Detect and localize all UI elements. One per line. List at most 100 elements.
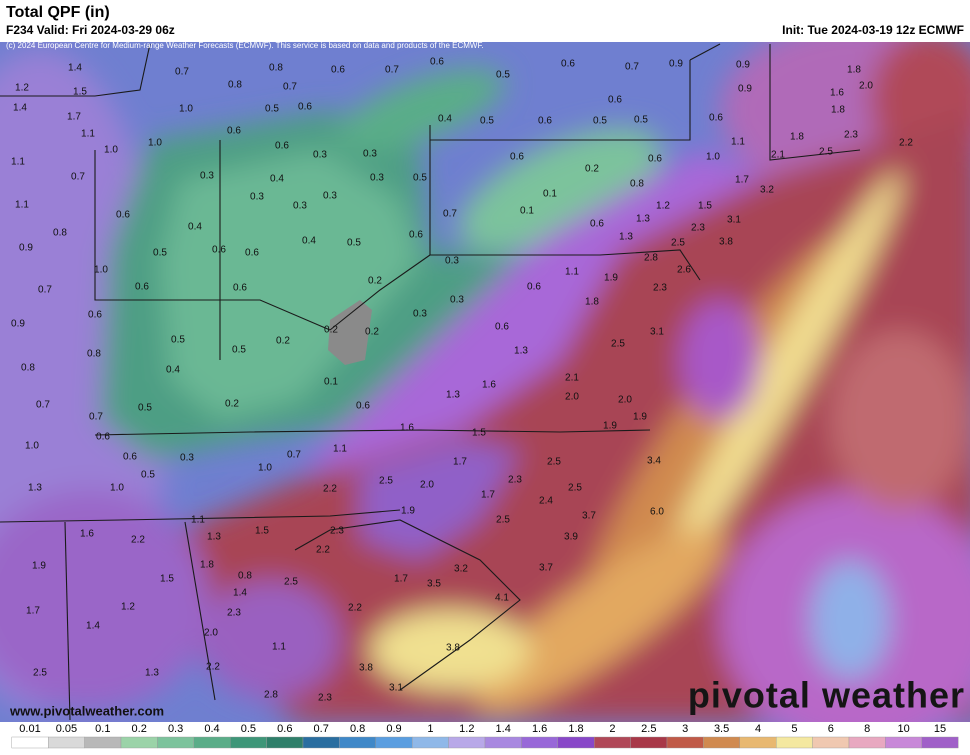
value-label: 1.7 [26, 606, 40, 617]
value-label: 0.3 [313, 150, 327, 161]
value-label: 2.5 [547, 457, 561, 468]
value-label: 1.1 [81, 129, 95, 140]
value-label: 0.7 [443, 209, 457, 220]
value-label: 2.5 [496, 515, 510, 526]
value-label: 0.9 [11, 319, 25, 330]
colorbar-tick-label: 10 [897, 723, 909, 735]
value-label: 1.8 [585, 297, 599, 308]
value-label: 0.5 [480, 116, 494, 127]
valid-time: F234 Valid: Fri 2024-03-29 06z [6, 23, 175, 37]
value-label: 2.5 [284, 577, 298, 588]
value-label: 3.2 [760, 185, 774, 196]
value-label: 1.7 [394, 574, 408, 585]
value-label: 1.1 [11, 157, 25, 168]
value-label: 2.4 [539, 496, 553, 507]
value-label: 0.5 [634, 115, 648, 126]
value-label: 0.6 [88, 310, 102, 321]
value-label: 0.3 [180, 453, 194, 464]
value-label: 6.0 [650, 507, 664, 518]
value-label: 0.8 [87, 349, 101, 360]
value-label: 1.2 [15, 83, 29, 94]
color-cell [48, 736, 85, 749]
value-label: 1.9 [32, 561, 46, 572]
color-cell [84, 736, 122, 749]
value-label: 0.6 [135, 282, 149, 293]
value-label: 0.5 [153, 248, 167, 259]
value-label: 0.7 [175, 67, 189, 78]
value-label: 0.2 [324, 325, 338, 336]
value-label: 2.2 [131, 535, 145, 546]
value-label: 0.1 [324, 377, 338, 388]
value-label: 0.7 [287, 450, 301, 461]
value-label: 1.4 [86, 621, 100, 632]
colorbar-tick-label: 8 [864, 723, 870, 735]
value-label: 2.3 [691, 223, 705, 234]
value-label: 2.3 [508, 475, 522, 486]
value-label: 1.0 [258, 463, 272, 474]
value-label: 1.4 [233, 588, 247, 599]
value-label: 2.2 [316, 545, 330, 556]
color-cell [848, 736, 886, 749]
value-label: 3.1 [650, 327, 664, 338]
value-label: 3.1 [389, 683, 403, 694]
value-label: 0.3 [293, 201, 307, 212]
value-label: 1.0 [179, 104, 193, 115]
value-label: 0.6 [275, 141, 289, 152]
value-label: 1.0 [25, 441, 39, 452]
value-label: 0.3 [413, 309, 427, 320]
color-cell [229, 736, 267, 749]
colorbar-tick-label: 0.7 [314, 723, 329, 735]
value-label: 1.1 [333, 444, 347, 455]
value-label: 2.1 [565, 373, 579, 384]
value-label: 0.6 [96, 432, 110, 443]
colorbar-tick-label: 2 [609, 723, 615, 735]
value-label: 1.3 [619, 232, 633, 243]
value-label: 2.2 [206, 662, 220, 673]
value-label: 0.6 [538, 116, 552, 127]
value-label: 2.2 [323, 484, 337, 495]
map: 1.4 1.2 1.5 0.7 0.8 0.6 0.7 0.6 0.5 0.6 0.7 0.9 0.9 1… [0, 42, 970, 722]
color-cell [339, 736, 376, 749]
color-cell [11, 736, 49, 749]
value-label: 0.6 [409, 230, 423, 241]
value-label: 2.2 [899, 138, 913, 149]
value-label: 1.9 [603, 421, 617, 432]
value-label: 0.4 [270, 174, 284, 185]
value-label: 1.7 [453, 457, 467, 468]
color-cell [703, 736, 741, 749]
value-label: 0.9 [736, 60, 750, 71]
colorbar-tick-label: 1.4 [496, 723, 511, 735]
colorbar-tick-label: 0.6 [277, 723, 292, 735]
color-cell [448, 736, 486, 749]
color-cell [193, 736, 231, 749]
value-label: 3.7 [582, 511, 596, 522]
colorbar-tick-label: 6 [828, 723, 834, 735]
value-label: 0.8 [630, 179, 644, 190]
value-label: 0.6 [430, 57, 444, 68]
value-label: 0.2 [365, 327, 379, 338]
value-label: 0.3 [250, 192, 264, 203]
colorbar-tick-label: 0.4 [204, 723, 219, 735]
value-label: 0.2 [585, 164, 599, 175]
value-label: 1.2 [121, 602, 135, 613]
value-label: 0.7 [89, 412, 103, 423]
value-label: 1.5 [472, 428, 486, 439]
value-label: 2.5 [611, 339, 625, 350]
value-label: 1.7 [481, 490, 495, 501]
value-label: 0.5 [141, 470, 155, 481]
colorbar-tick-label: 2.5 [641, 723, 656, 735]
value-label: 0.8 [269, 63, 283, 74]
colorbar-tick-label: 5 [791, 723, 797, 735]
value-label: 2.3 [653, 283, 667, 294]
value-label: 1.3 [514, 346, 528, 357]
value-labels: 1.4 1.2 1.5 0.7 0.8 0.6 0.7 0.6 0.5 0.6 0.7 0.9 0.9 1… [11, 57, 913, 704]
color-cell [157, 736, 194, 749]
value-label: 0.9 [19, 243, 33, 254]
colorbar-tick-label: 4 [755, 723, 761, 735]
value-label: 1.0 [104, 145, 118, 156]
value-label: 0.4 [302, 236, 316, 247]
value-label: 1.1 [272, 642, 286, 653]
value-label: 2.3 [844, 130, 858, 141]
value-label: 3.2 [454, 564, 468, 575]
